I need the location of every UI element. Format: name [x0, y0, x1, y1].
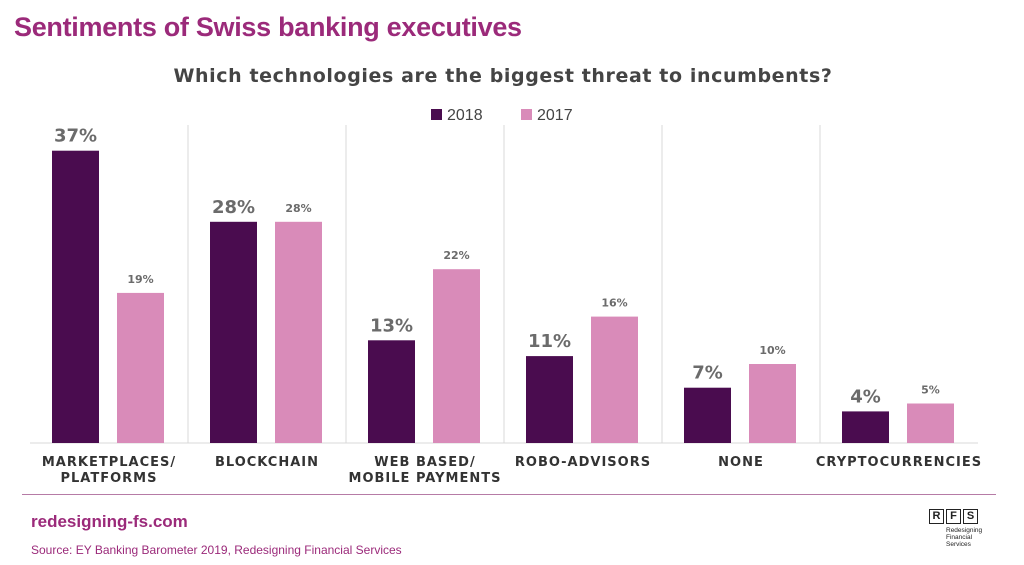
logo-letter-s: S: [963, 509, 978, 524]
data-label-2017: 5%: [921, 384, 940, 397]
logo-text-line: Financial: [946, 534, 973, 541]
logo-letter-f: F: [946, 509, 961, 524]
legend-label-2017: 2017: [537, 107, 573, 124]
data-label-2018: 13%: [370, 315, 413, 336]
bar-2017: [749, 364, 796, 443]
category-label: BLOCKCHAIN: [215, 455, 319, 470]
chart-title: Which technologies are the biggest threa…: [173, 65, 832, 87]
category-label: PLATFORMS: [61, 471, 158, 486]
logo-text-line: Services: [946, 541, 971, 548]
legend-swatch-2017: [521, 109, 532, 120]
bar-2018: [368, 340, 415, 443]
bar-2017: [275, 221, 322, 443]
site-link[interactable]: redesigning-fs.com: [31, 512, 188, 531]
data-label-2017: 16%: [601, 297, 627, 310]
bar-2017: [117, 292, 164, 443]
data-label-2017: 22%: [443, 249, 469, 262]
category-label: ROBO-ADVISORS: [515, 455, 651, 470]
bar-2018: [842, 411, 889, 443]
legend-label-2018: 2018: [447, 107, 483, 124]
page-title: Sentiments of Swiss banking executives: [14, 12, 522, 42]
logo-text: Redesigning Financial Services: [946, 527, 982, 548]
data-label-2018: 11%: [528, 331, 571, 352]
data-label-2018: 4%: [850, 386, 881, 407]
bar-2017: [591, 316, 638, 443]
bar-2018: [684, 387, 731, 443]
data-label-2017: 10%: [759, 344, 785, 357]
bar-2018: [52, 150, 99, 443]
category-label: MARKETPLACES/: [42, 455, 176, 470]
bar-2017: [433, 269, 480, 443]
source-note: Source: EY Banking Barometer 2019, Redes…: [31, 543, 402, 557]
legend-swatch-2018: [431, 109, 442, 120]
logo-text-line: Redesigning: [946, 527, 983, 534]
rfs-logo: R F S Redesigning Financial Services: [929, 509, 991, 561]
category-label: MOBILE PAYMENTS: [349, 471, 502, 486]
data-label-2017: 19%: [127, 273, 153, 286]
category-label: WEB BASED/: [374, 455, 475, 470]
logo-letter-r: R: [929, 509, 944, 524]
category-label: CRYPTOCURRENCIES: [816, 455, 982, 470]
data-label-2018: 7%: [692, 363, 723, 384]
data-label-2018: 37%: [54, 126, 97, 147]
bar-2018: [210, 221, 257, 443]
data-label-2017: 28%: [285, 202, 311, 215]
footer-divider: [22, 494, 996, 495]
bar-2017: [907, 403, 954, 443]
data-label-2018: 28%: [212, 197, 255, 218]
category-label: NONE: [718, 455, 764, 470]
bar-2018: [526, 356, 573, 443]
